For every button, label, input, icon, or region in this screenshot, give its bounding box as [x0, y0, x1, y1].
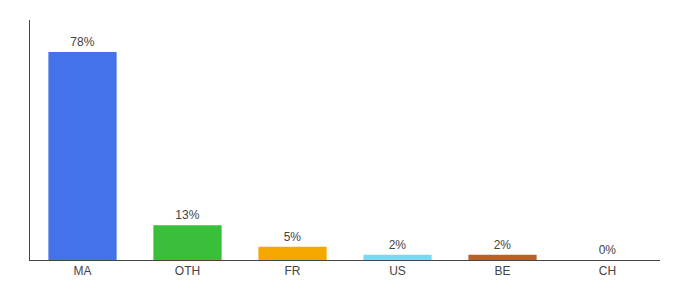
svg-text:CH: CH — [599, 264, 616, 278]
svg-text:5%: 5% — [284, 230, 302, 244]
svg-text:US: US — [389, 264, 406, 278]
svg-text:BE: BE — [494, 264, 510, 278]
svg-text:78%: 78% — [70, 35, 94, 49]
svg-text:2%: 2% — [389, 238, 407, 252]
svg-text:13%: 13% — [175, 208, 199, 222]
svg-text:MA: MA — [74, 264, 92, 278]
svg-text:FR: FR — [285, 264, 301, 278]
svg-text:OTH: OTH — [175, 264, 200, 278]
svg-text:0%: 0% — [599, 243, 617, 257]
svg-text:2%: 2% — [494, 238, 512, 252]
